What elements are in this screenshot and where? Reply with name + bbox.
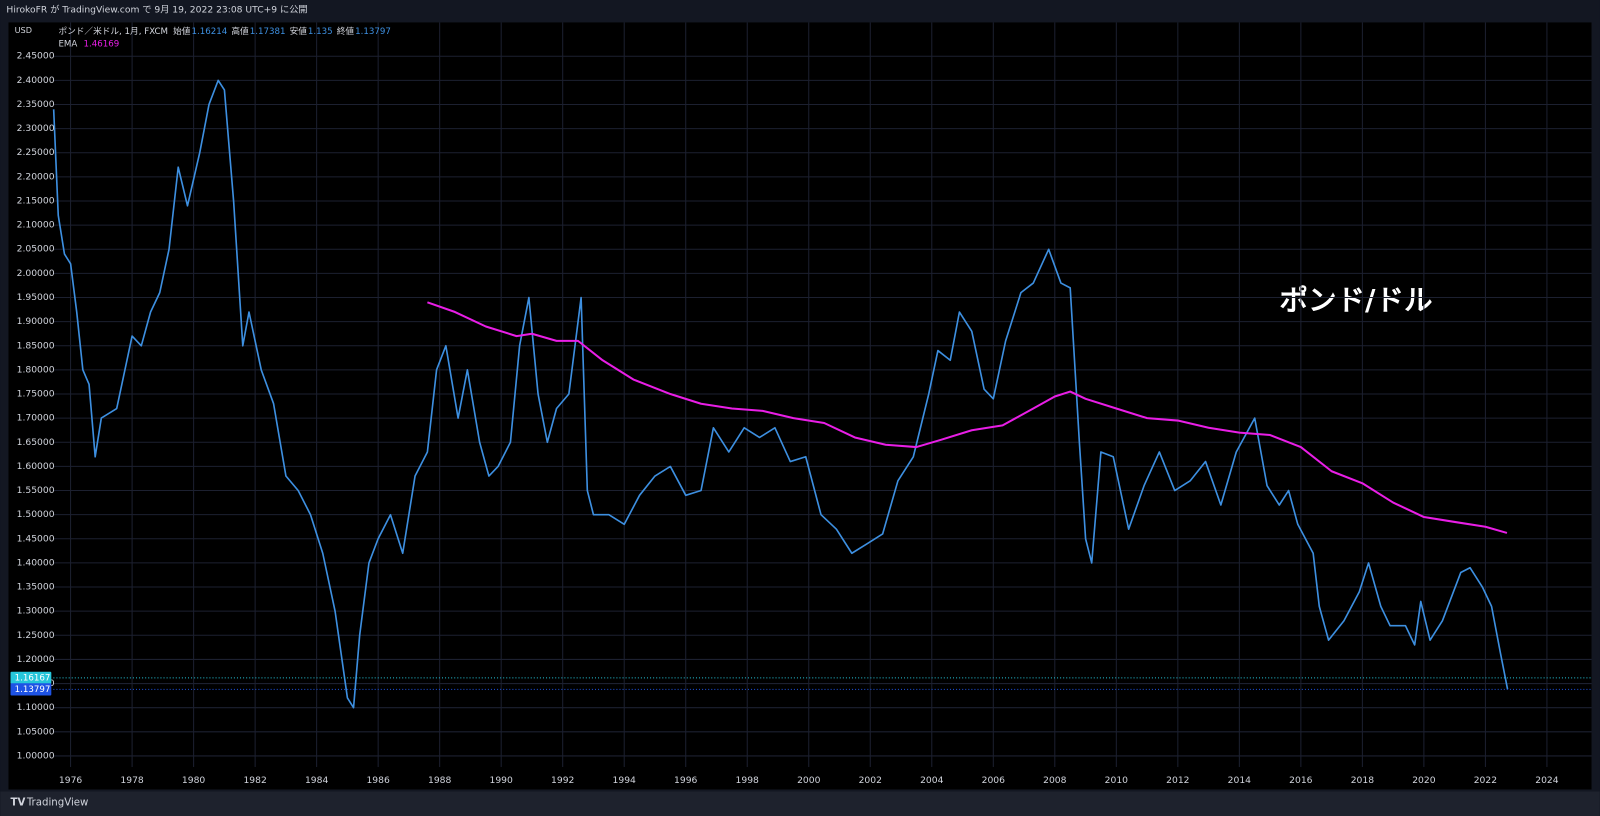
ohlc-label: 高値 bbox=[231, 25, 249, 37]
plot bbox=[52, 79, 1592, 709]
symbol-title: ポンド／米ドル, 1月, FXCM bbox=[58, 25, 168, 37]
y-tick-label: 1.00000 bbox=[17, 750, 55, 761]
y-tick-label: 1.45000 bbox=[17, 533, 55, 544]
x-tick-label: 1996 bbox=[674, 775, 698, 786]
y-tick-label: 1.30000 bbox=[17, 606, 55, 617]
y-tick-label: 1.95000 bbox=[17, 292, 55, 303]
x-tick-label: 1986 bbox=[366, 775, 390, 786]
ohlc-value: 1.16214 bbox=[191, 27, 227, 37]
x-tick-label: 2012 bbox=[1166, 775, 1189, 786]
price-tag-label: 1.13797 bbox=[15, 685, 51, 695]
x-tick-label: 1976 bbox=[59, 775, 83, 786]
y-tick-label: 1.90000 bbox=[17, 316, 55, 327]
x-tick-label: 1980 bbox=[182, 775, 206, 786]
y-tick-label: 1.20000 bbox=[17, 654, 55, 665]
x-tick-label: 1978 bbox=[120, 775, 144, 786]
x-tick-label: 1998 bbox=[736, 775, 760, 786]
axes: 1.000001.050001.100001.150001.200001.250… bbox=[10, 51, 1559, 786]
y-tick-label: 2.15000 bbox=[17, 195, 55, 206]
y-tick-label: 2.35000 bbox=[17, 99, 55, 110]
indicator-value: 1.46169 bbox=[83, 39, 119, 49]
indicator-label: EMA bbox=[58, 39, 77, 49]
x-tick-label: 2022 bbox=[1474, 775, 1497, 786]
y-tick-label: 1.65000 bbox=[17, 437, 55, 448]
price-tag bbox=[10, 683, 52, 696]
ohlc-label: 始値 bbox=[173, 25, 191, 37]
x-tick-label: 2016 bbox=[1289, 775, 1313, 786]
x-tick-label: 1990 bbox=[490, 775, 514, 786]
legend: ポンド／米ドル, 1月, FXCM 始値 1.16214 高値 1.17381 安値 1.1… bbox=[58, 25, 390, 49]
x-tick-label: 1994 bbox=[613, 775, 637, 786]
price-line bbox=[427, 301, 1508, 534]
chart-pane bbox=[8, 22, 1592, 790]
annotation: ポンド/ドル bbox=[1279, 283, 1432, 317]
y-tick-label: 1.60000 bbox=[17, 461, 55, 472]
x-tick-label: 2024 bbox=[1535, 775, 1559, 786]
ohlc-value: 1.13797 bbox=[355, 27, 391, 37]
footer-brand: TradingView bbox=[26, 798, 89, 809]
y-tick-label: 1.35000 bbox=[17, 582, 55, 593]
x-tick-label: 1984 bbox=[305, 775, 329, 786]
y-tick-label: 1.10000 bbox=[17, 702, 55, 713]
price-tag bbox=[10, 671, 52, 685]
publish-info: HirokoFR が TradingView.com で 9月 19, 2022… bbox=[6, 4, 307, 16]
y-tick-label: 1.25000 bbox=[17, 630, 55, 641]
y-tick-label: 1.85000 bbox=[17, 340, 55, 351]
x-tick-label: 2006 bbox=[982, 775, 1006, 786]
x-tick-label: 2002 bbox=[859, 775, 882, 786]
y-tick-label: 2.40000 bbox=[17, 75, 55, 86]
x-tick-label: 2020 bbox=[1412, 775, 1436, 786]
y-tick-label: 1.40000 bbox=[17, 557, 55, 568]
ohlc-value: 1.135 bbox=[308, 27, 333, 37]
y-tick-label: 1.50000 bbox=[17, 509, 55, 520]
ohlc-label: 終値 bbox=[337, 25, 355, 37]
footer-bar bbox=[0, 791, 1600, 816]
grid bbox=[53, 22, 1592, 768]
y-tick-label: 1.80000 bbox=[17, 364, 55, 375]
y-tick-label: 2.25000 bbox=[17, 147, 55, 158]
y-tick-label: 2.00000 bbox=[17, 268, 55, 279]
price-line bbox=[52, 79, 1509, 709]
x-tick-label: 2008 bbox=[1043, 775, 1067, 786]
x-tick-label: 2018 bbox=[1351, 775, 1375, 786]
price-tag-label: 1.16167 bbox=[15, 673, 51, 683]
x-tick-label: 2014 bbox=[1228, 775, 1252, 786]
x-tick-label: 1982 bbox=[243, 775, 266, 786]
y-tick-label: 2.30000 bbox=[17, 123, 55, 134]
y-axis-label: USD bbox=[15, 25, 32, 35]
y-tick-label: 1.70000 bbox=[17, 413, 55, 424]
y-tick-label: 2.20000 bbox=[17, 171, 55, 182]
x-tick-label: 2004 bbox=[920, 775, 944, 786]
y-tick-label: 1.55000 bbox=[17, 485, 55, 496]
y-tick-label: 1.75000 bbox=[17, 389, 55, 400]
ohlc-label: 安値 bbox=[290, 25, 308, 37]
x-tick-label: 2000 bbox=[797, 775, 821, 786]
footer-logo: TV bbox=[11, 798, 26, 809]
x-tick-label: 1988 bbox=[428, 775, 452, 786]
y-tick-label: 1.05000 bbox=[17, 726, 55, 737]
x-tick-label: 1992 bbox=[551, 775, 574, 786]
y-tick-label: 2.10000 bbox=[17, 220, 55, 231]
x-tick-label: 2010 bbox=[1105, 775, 1129, 786]
y-tick-label: 2.45000 bbox=[17, 51, 55, 62]
y-tick-label: 2.05000 bbox=[17, 244, 55, 255]
ohlc-value: 1.17381 bbox=[250, 27, 286, 37]
